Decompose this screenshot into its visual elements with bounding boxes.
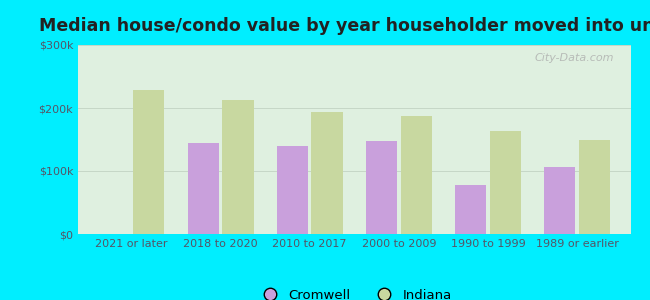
Text: City-Data.com: City-Data.com (534, 52, 614, 63)
Title: Median house/condo value by year householder moved into unit: Median house/condo value by year househo… (40, 17, 650, 35)
Bar (222, 100, 254, 234)
Legend: Cromwell, Indiana: Cromwell, Indiana (252, 283, 457, 300)
Bar (277, 146, 308, 234)
Bar (188, 143, 219, 234)
Bar (311, 112, 343, 234)
Bar (544, 167, 575, 234)
Bar (400, 116, 432, 234)
Bar (578, 140, 610, 234)
Bar (489, 131, 521, 234)
Bar (455, 185, 486, 234)
Bar (133, 90, 164, 234)
Bar (366, 141, 397, 234)
